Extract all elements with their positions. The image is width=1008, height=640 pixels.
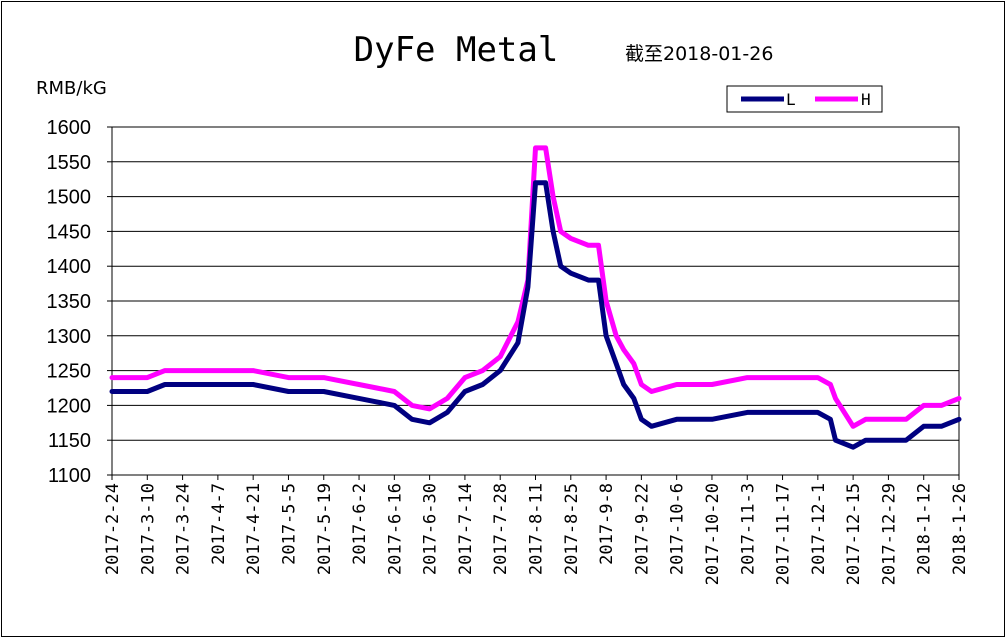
x-tick-label: 2017-4-21 — [244, 483, 264, 575]
x-tick-label: 2018-1-12 — [915, 483, 935, 575]
y-tick-label: 1150 — [48, 430, 91, 452]
x-tick-label: 2017-9-8 — [597, 483, 617, 565]
x-tick-label: 2017-5-5 — [279, 483, 299, 565]
x-tick-label: 2018-1-26 — [950, 483, 970, 575]
x-tick-label: 2017-7-14 — [456, 483, 476, 575]
x-tick-label: 2017-6-16 — [385, 483, 405, 575]
series-line-h — [109, 145, 962, 429]
x-tick-label: 2017-6-2 — [350, 483, 370, 565]
x-axis: 2017-2-24 2017-3-10 2017-3-24 2017-4-7 2017-… — [103, 475, 970, 585]
y-tick-label: 1300 — [47, 326, 92, 348]
y-tick-label: 1450 — [47, 221, 92, 243]
x-tick-label: 2017-12-15 — [844, 483, 864, 585]
x-tick-label: 2017-3-24 — [174, 483, 194, 575]
y-tick-label: 1500 — [47, 187, 92, 209]
x-tick-label: 2017-9-22 — [632, 483, 652, 575]
legend-label-l: L — [786, 90, 796, 109]
chart-title: DyFe Metal — [354, 30, 559, 70]
x-tick-label: 2017-8-11 — [527, 483, 547, 575]
x-tick-label: 2017-5-19 — [315, 483, 335, 575]
x-tick-label: 2017-12-1 — [809, 483, 829, 575]
y-tick-label: 1250 — [47, 361, 92, 383]
series-lines — [109, 145, 962, 450]
y-axis: 1100 1150 1200 1250 1300 1350 1400 1450 1500 1550… — [47, 117, 112, 487]
series-line-l — [109, 180, 962, 450]
x-tick-label: 2017-2-24 — [103, 483, 123, 575]
y-tick-label: 1600 — [47, 117, 92, 139]
y-tick-label: 1200 — [47, 395, 92, 417]
x-tick-label: 2017-12-29 — [879, 483, 899, 585]
x-tick-label: 2017-3-10 — [138, 483, 158, 575]
x-tick-label: 2017-7-28 — [491, 483, 511, 575]
x-tick-label: 2017-8-25 — [562, 483, 582, 575]
x-tick-label: 2017-4-7 — [209, 483, 229, 565]
x-tick-label: 2017-10-20 — [703, 483, 723, 585]
x-tick-label: 2017-11-17 — [774, 483, 794, 585]
y-tick-label: 1550 — [47, 152, 92, 174]
x-tick-label: 2017-10-6 — [668, 483, 688, 575]
y-tick-label: 1100 — [48, 465, 91, 487]
x-tick-label: 2017-11-3 — [738, 483, 758, 575]
y-axis-unit-label: RMB/kG — [36, 78, 107, 99]
y-tick-label: 1400 — [47, 256, 92, 278]
y-tick-label: 1350 — [47, 291, 92, 313]
chart-subtitle: 截至2018-01-26 — [625, 43, 773, 65]
x-tick-label: 2017-6-30 — [421, 483, 441, 575]
legend-label-h: H — [861, 90, 871, 109]
legend: L H — [726, 85, 883, 113]
